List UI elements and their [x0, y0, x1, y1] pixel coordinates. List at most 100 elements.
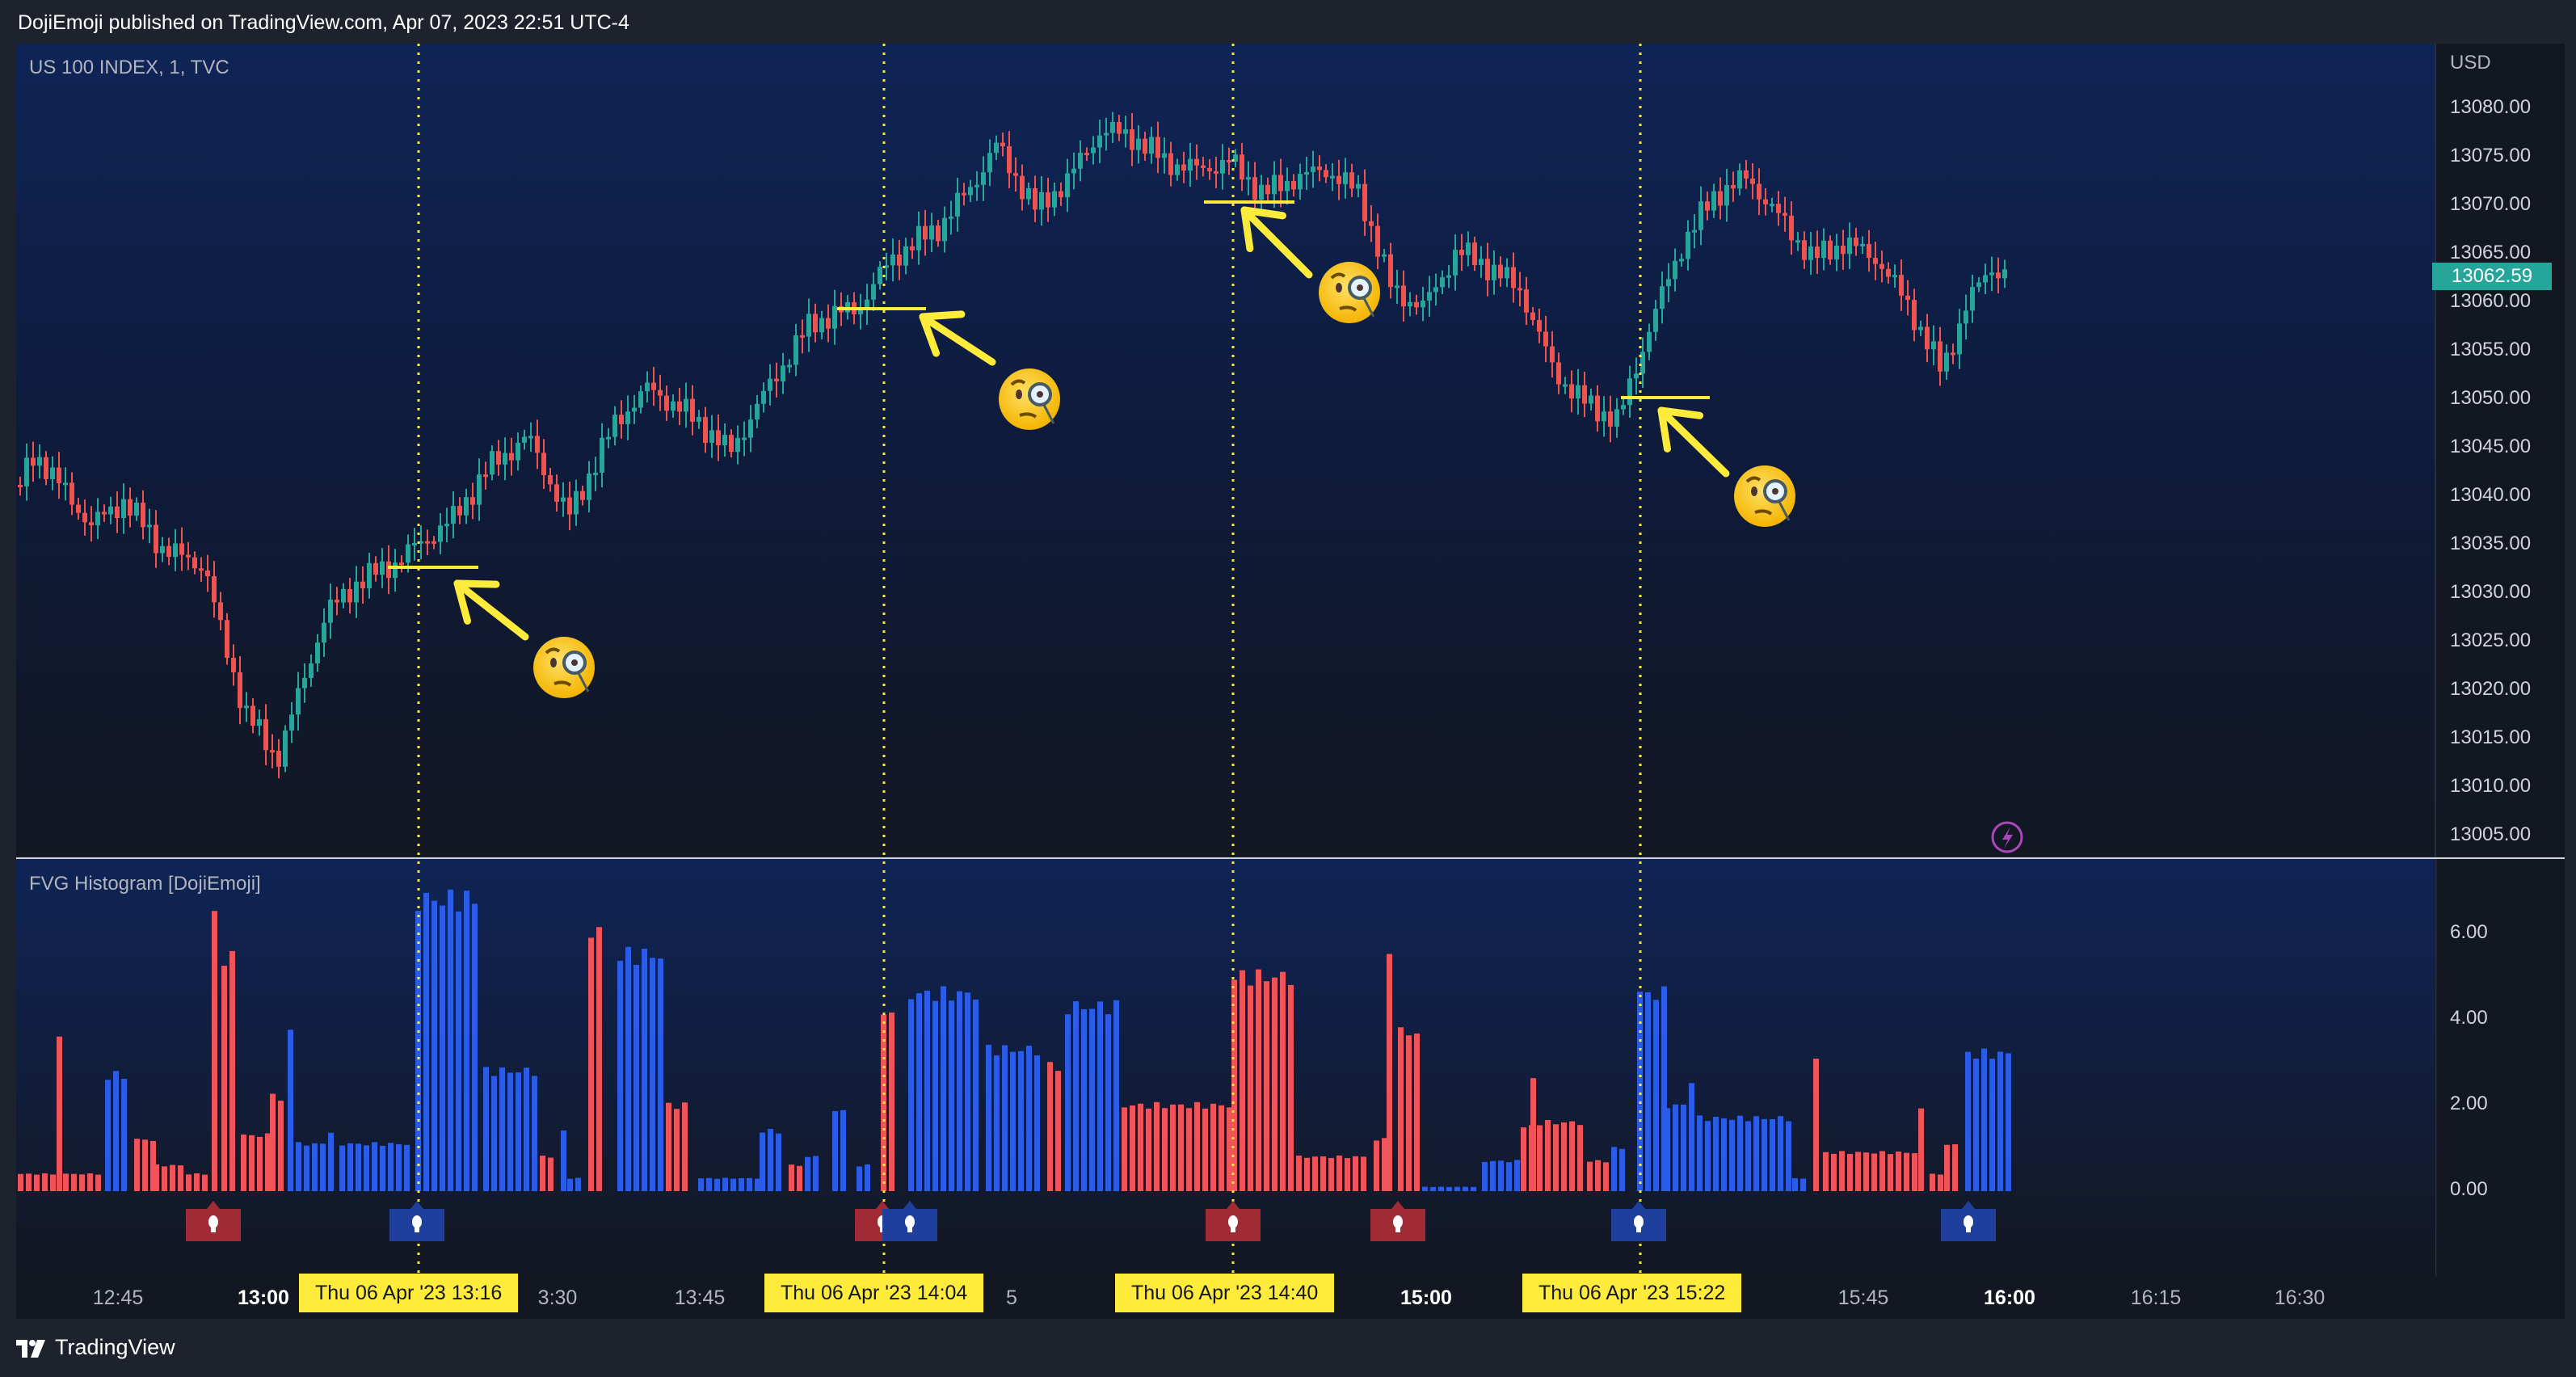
histogram-bar	[178, 1165, 183, 1191]
candle	[250, 698, 255, 734]
arrow-annotation-icon[interactable]	[919, 310, 996, 366]
histogram-bar	[1681, 1104, 1686, 1191]
histogram-bar	[625, 946, 631, 1191]
candle	[1595, 385, 1600, 432]
arrow-annotation-icon[interactable]	[1657, 406, 1730, 478]
candle	[865, 284, 869, 325]
candle	[425, 529, 430, 555]
candle	[1918, 320, 1923, 336]
histogram-bar	[1896, 1151, 1901, 1191]
candle	[1201, 157, 1206, 177]
histogram-bar	[472, 903, 478, 1191]
candle	[1233, 149, 1238, 167]
monocle-face-emoji-icon[interactable]	[999, 368, 1060, 430]
candle	[1214, 156, 1219, 188]
candle	[1724, 168, 1729, 222]
histogram-bar	[1387, 954, 1392, 1191]
candle	[1356, 175, 1361, 198]
histogram-bar	[1697, 1115, 1703, 1191]
candle	[302, 663, 307, 703]
candle	[1207, 159, 1212, 180]
bulb-marker-icon[interactable]	[1206, 1201, 1261, 1241]
candle	[1938, 326, 1943, 386]
candle	[1485, 242, 1490, 297]
candle	[936, 220, 941, 247]
histogram-bar	[1122, 1107, 1127, 1191]
histogram-bar	[755, 1178, 760, 1191]
candle	[470, 482, 475, 520]
publish-info: DojiEmoji published on TradingView.com, …	[18, 11, 629, 34]
arrow-annotation-icon[interactable]	[453, 579, 529, 641]
candle	[1071, 152, 1076, 190]
histogram-bar	[1089, 1009, 1095, 1191]
candle	[477, 458, 482, 521]
candle	[890, 238, 895, 282]
bulb-marker-icon[interactable]	[882, 1201, 937, 1241]
candle	[496, 440, 501, 476]
histogram-bar	[113, 1071, 119, 1191]
candle	[516, 432, 520, 471]
candle	[574, 479, 579, 526]
price-pane[interactable]	[16, 44, 2435, 857]
candle	[31, 441, 36, 482]
indicator-scale[interactable]	[2437, 859, 2565, 1277]
histogram-bar	[296, 1142, 301, 1191]
candle	[1854, 227, 1858, 256]
candle	[561, 482, 566, 517]
histogram-bar	[1081, 1009, 1087, 1191]
candle	[322, 608, 326, 657]
bulb-marker-icon[interactable]	[1611, 1201, 1666, 1241]
candle	[1020, 164, 1025, 211]
candle	[315, 634, 320, 672]
indicator-label[interactable]: FVG Histogram [DojiEmoji]	[29, 873, 261, 895]
candle	[1563, 377, 1568, 394]
candle	[1227, 147, 1231, 175]
price-scale[interactable]	[2435, 44, 2565, 857]
candle	[735, 425, 740, 465]
histogram-bar	[768, 1128, 773, 1191]
histogram-bar	[548, 1157, 554, 1191]
histogram-bar	[561, 1130, 566, 1191]
candle	[612, 406, 617, 446]
candle	[755, 394, 760, 428]
bulb-marker-icon[interactable]	[186, 1201, 241, 1241]
histogram-bar	[1010, 1051, 1016, 1191]
histogram-bar	[1792, 1178, 1798, 1191]
price-label: 13030.00	[2450, 581, 2532, 603]
histogram-bar	[364, 1145, 369, 1191]
monocle-face-emoji-icon[interactable]	[1319, 262, 1380, 323]
time-label: 16:15	[2130, 1286, 2182, 1309]
candle	[1181, 151, 1186, 183]
monocle-face-emoji-icon[interactable]	[533, 637, 595, 698]
tradingview-logo-icon[interactable]	[16, 1338, 48, 1359]
cursor-date-tag: Thu 06 Apr '23 13:16	[299, 1274, 519, 1312]
histogram-bar	[1304, 1157, 1310, 1191]
candle	[832, 289, 837, 345]
candle	[541, 439, 546, 490]
candle	[981, 156, 986, 201]
histogram-bar	[42, 1173, 48, 1191]
histogram-bar	[388, 1143, 394, 1191]
histogram-bar	[229, 950, 235, 1191]
bulb-marker-icon[interactable]	[1941, 1201, 1996, 1241]
symbol-label[interactable]: US 100 INDEX, 1, TVC	[29, 57, 229, 78]
cursor-date-tag: Thu 06 Apr '23 15:22	[1522, 1274, 1742, 1312]
bulb-marker-icon[interactable]	[389, 1201, 444, 1241]
histogram-bar	[105, 1080, 111, 1191]
histogram-bar	[456, 911, 461, 1191]
tradingview-brand[interactable]: TradingView	[55, 1335, 175, 1359]
candle	[722, 423, 727, 457]
lightning-alert-icon[interactable]	[1991, 821, 2023, 853]
monocle-face-emoji-icon[interactable]	[1734, 465, 1795, 527]
histogram-bar	[372, 1142, 377, 1191]
bulb-marker-icon[interactable]	[1370, 1201, 1425, 1241]
arrow-annotation-icon[interactable]	[1240, 206, 1313, 279]
candle	[658, 374, 663, 411]
histogram-bar	[1361, 1156, 1366, 1191]
histogram-bar	[1146, 1108, 1151, 1191]
cursor-marker-lines	[417, 44, 1642, 1275]
histogram-bar	[1280, 971, 1286, 1191]
candle	[1718, 177, 1723, 220]
candle	[1711, 183, 1716, 218]
